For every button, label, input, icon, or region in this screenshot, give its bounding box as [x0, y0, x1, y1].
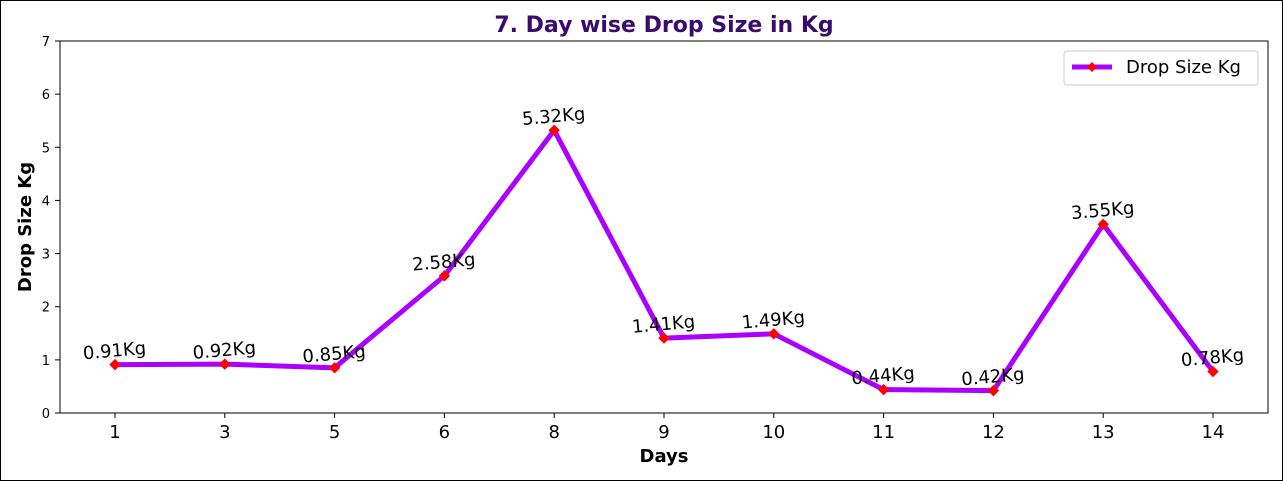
data-label: 2.58Kg: [411, 249, 476, 275]
x-tick-label: 8: [548, 422, 559, 443]
series-line: [112, 127, 1216, 394]
x-tick-label: 9: [658, 422, 669, 443]
y-tick-label: 3: [42, 248, 50, 263]
series-group: [109, 124, 1219, 397]
data-point-marker: [987, 384, 1000, 397]
y-tick-label: 2: [42, 301, 50, 316]
x-axis: 1 3 5 6 8 9 10 11 12 13 14: [109, 413, 1224, 443]
x-tick-label: 10: [762, 422, 785, 443]
x-tick-label: 14: [1202, 422, 1225, 443]
data-label: 0.92Kg: [192, 337, 257, 363]
data-point-marker: [1097, 218, 1109, 231]
y-tick-label: 1: [42, 354, 50, 369]
data-point-marker: [548, 124, 560, 136]
x-tick-label: 11: [872, 422, 895, 443]
y-tick-label: 4: [42, 194, 50, 209]
data-point-marker: [1207, 365, 1219, 378]
legend-box: [1063, 50, 1259, 86]
x-tick-label: 1: [109, 422, 120, 443]
data-point-marker: [658, 332, 670, 344]
legend-marker-swatch: [1087, 62, 1097, 72]
y-tick-label: 5: [42, 141, 50, 156]
data-label: 0.42Kg: [960, 364, 1025, 390]
data-label: 0.91Kg: [82, 338, 147, 364]
x-tick-label: 6: [439, 422, 450, 443]
y-tick-label: 6: [42, 88, 50, 103]
x-tick-label: 12: [982, 422, 1005, 443]
legend-entry-drop-size: Drop Size Kg: [1126, 57, 1241, 78]
data-label: 3.55Kg: [1070, 198, 1135, 224]
data-point-marker: [438, 270, 451, 282]
data-labels-group: 0.91Kg 0.92Kg 0.85Kg 2.58Kg 5.32Kg 1.41Kg 1.49…: [82, 104, 1245, 391]
y-tick-label: 0: [42, 407, 50, 422]
data-point-marker: [109, 358, 121, 371]
x-tick-label: 5: [329, 422, 340, 443]
x-axis-label: Days: [640, 446, 689, 467]
y-axis: 0 1 2 3 4 5 6 7: [42, 35, 60, 422]
data-point-marker: [219, 358, 231, 370]
chart-title: 7. Day wise Drop Size in Kg: [494, 13, 833, 38]
data-label: 1.41Kg: [631, 311, 696, 337]
data-label: 1.49Kg: [741, 307, 806, 333]
legend: Drop Size Kg: [1063, 50, 1259, 86]
data-point-marker: [877, 383, 890, 396]
y-axis-label: Drop Size Kg: [15, 162, 36, 292]
data-label: 0.44Kg: [851, 363, 916, 389]
data-label: 5.32Kg: [521, 104, 586, 130]
x-tick-label: 13: [1092, 422, 1115, 443]
y-tick-label: 7: [42, 35, 50, 50]
x-tick-label: 3: [219, 422, 230, 443]
data-label: 0.85Kg: [302, 341, 367, 367]
data-point-marker: [328, 362, 341, 374]
data-label: 0.78Kg: [1180, 345, 1245, 371]
data-point-marker: [768, 328, 780, 340]
